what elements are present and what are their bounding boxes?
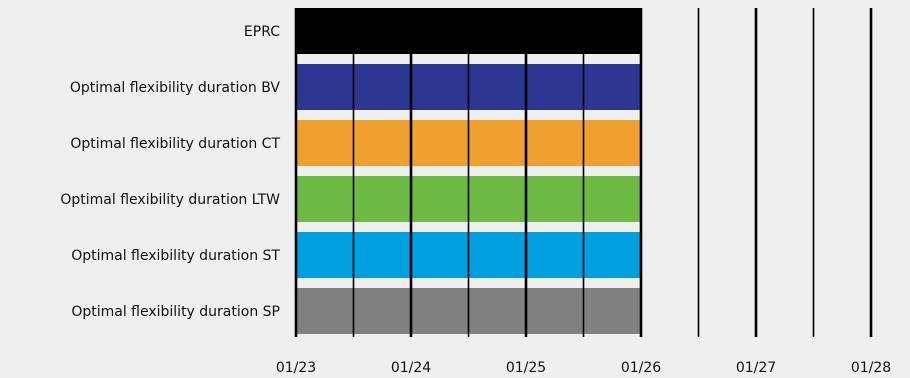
category-label: Optimal flexibility duration ST bbox=[71, 248, 280, 264]
category-label: Optimal flexibility duration LTW bbox=[60, 192, 280, 208]
category-label: Optimal flexibility duration BV bbox=[70, 80, 281, 96]
category-label: Optimal flexibility duration SP bbox=[71, 304, 280, 320]
category-labels: EPRC Optimal flexibility duration BV Optim… bbox=[60, 24, 280, 320]
x-tick-label: 01/25 bbox=[506, 360, 546, 376]
gridlines bbox=[294, 8, 873, 337]
x-axis-tick-labels: 01/23 01/24 01/25 01/26 01/27 01/28 bbox=[276, 360, 891, 376]
category-label: Optimal flexibility duration CT bbox=[70, 136, 280, 152]
category-label: EPRC bbox=[244, 24, 280, 40]
x-tick-label: 01/28 bbox=[851, 360, 891, 376]
x-tick-label: 01/27 bbox=[736, 360, 776, 376]
x-tick-label: 01/26 bbox=[621, 360, 661, 376]
x-tick-label: 01/24 bbox=[391, 360, 431, 376]
x-tick-label: 01/23 bbox=[276, 360, 316, 376]
